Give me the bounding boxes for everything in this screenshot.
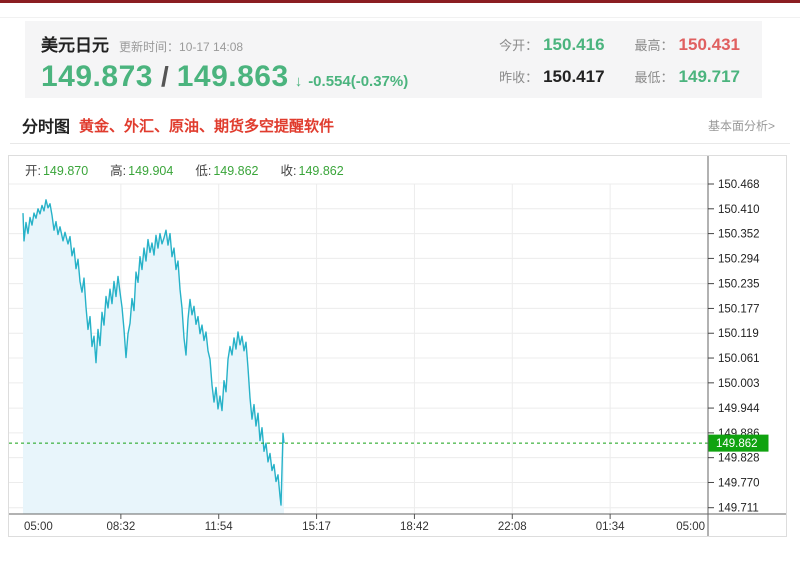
svg-text:150.003: 150.003 — [718, 378, 760, 390]
ohlc-open: 开: 149.870 — [25, 164, 89, 178]
svg-text:149.944: 149.944 — [718, 403, 760, 415]
stat-prev-close: 昨收： 150.417 — [499, 66, 605, 86]
update-time-label: 更新时间： — [119, 40, 180, 54]
price-series — [22, 199, 285, 515]
promo-link[interactable]: 黄金、外汇、原油、期货多空提醒软件 — [79, 117, 335, 135]
x-axis-labels: 05:00 08:32 11:54 15:17 18:42 22:08 01:34 05:00 — [24, 521, 705, 533]
svg-text:150.177: 150.177 — [718, 303, 760, 315]
quote-card: 美元日元 更新时间：10-17 14:08 149.873 / 149.863 … — [25, 21, 762, 98]
symbol-name: 美元日元 — [41, 36, 109, 55]
top-accent-bar — [0, 0, 800, 3]
stat-open: 今开： 150.416 — [499, 34, 605, 54]
svg-text:150.410: 150.410 — [718, 204, 760, 216]
svg-text:150.061: 150.061 — [718, 353, 760, 365]
svg-text:150.119: 150.119 — [718, 328, 759, 340]
bid-price: 149.873 — [41, 60, 153, 93]
chart-box: 150.468 150.410 150.352 150.294 150.235 150.1… — [8, 155, 787, 537]
svg-text:05:00: 05:00 — [676, 521, 705, 533]
price-change: -0.554(-0.37%) — [308, 73, 409, 90]
tab-intraday-chart[interactable]: 分时图 — [22, 119, 71, 136]
svg-text:149.711: 149.711 — [718, 503, 759, 515]
svg-text:150.235: 150.235 — [718, 279, 760, 291]
ohlc-low: 低: 149.862 — [195, 164, 259, 178]
svg-text:15:17: 15:17 — [302, 521, 331, 533]
intraday-chart: 150.468 150.410 150.352 150.294 150.235 150.1… — [9, 156, 786, 536]
ohlc-row: 开: 149.870 高: 149.904 低: 149.862 收: 149.862 — [9, 156, 786, 183]
ask-price: 149.863 — [176, 60, 289, 93]
current-price-badge: 149.862 — [708, 434, 769, 452]
svg-text:150.294: 150.294 — [718, 253, 760, 265]
ohlc-high: 高: 149.904 — [110, 164, 174, 178]
down-arrow-icon: ↓ — [294, 73, 303, 90]
divider — [10, 143, 790, 144]
svg-text:150.352: 150.352 — [718, 229, 760, 241]
svg-text:22:08: 22:08 — [498, 521, 527, 533]
y-axis-labels: 150.468 150.410 150.352 150.294 150.235 150.1… — [708, 179, 760, 515]
top-strip — [0, 3, 800, 18]
fundamental-analysis-link[interactable]: 基本面分析> — [707, 118, 775, 133]
svg-text:18:42: 18:42 — [400, 521, 429, 533]
svg-text:08:32: 08:32 — [106, 521, 135, 533]
stat-low: 最低： 149.717 — [634, 66, 740, 86]
svg-text:150.468: 150.468 — [718, 179, 760, 191]
svg-text:149.828: 149.828 — [718, 453, 760, 465]
quote-main: 美元日元 更新时间：10-17 14:08 149.873 / 149.863 … — [41, 31, 409, 93]
stat-high: 最高： 150.431 — [634, 34, 740, 54]
ohlc-close: 收: 149.862 — [280, 164, 344, 178]
svg-text:11:54: 11:54 — [205, 521, 234, 533]
svg-text:149.862: 149.862 — [716, 438, 758, 450]
svg-text:05:00: 05:00 — [24, 521, 53, 533]
svg-text:01:34: 01:34 — [596, 521, 625, 533]
price-separator: / — [160, 61, 169, 92]
update-time: 更新时间：10-17 14:08 — [119, 38, 243, 55]
quote-stats: 今开： 150.416 最高： 150.431 昨收： 150.417 最低： … — [499, 31, 740, 90]
axes — [9, 156, 786, 536]
update-time-value: 10-17 14:08 — [179, 40, 244, 54]
tab-row: 分时图 黄金、外汇、原油、期货多空提醒软件 基本面分析> — [22, 113, 775, 137]
svg-text:149.770: 149.770 — [718, 477, 760, 489]
